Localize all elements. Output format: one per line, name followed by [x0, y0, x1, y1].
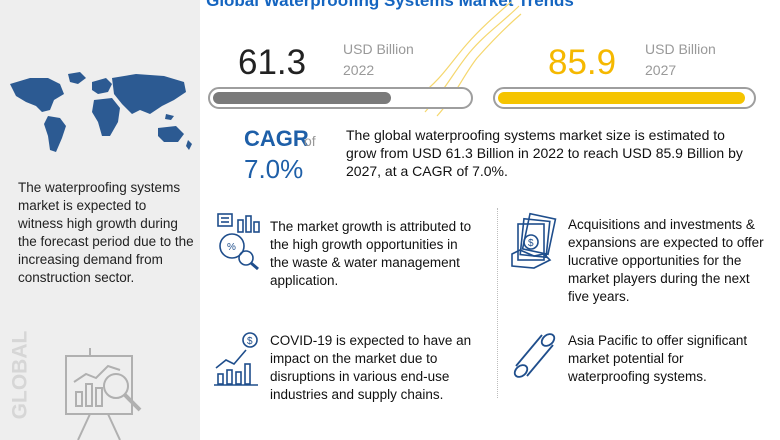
global-vertical-label: GLOBAL	[9, 331, 32, 420]
year-2022: 2022	[343, 62, 375, 78]
growth-bars-dollar-icon: $	[214, 332, 258, 386]
column-divider	[497, 208, 498, 398]
bar-track-2022	[208, 87, 473, 109]
left-panel: The waterproofing systems market is expe…	[0, 0, 200, 440]
highlight-acquisitions: Acquisitions and investments & expansion…	[568, 217, 764, 304]
cagr-label: CAGR	[244, 126, 309, 151]
market-summary: The global waterproofing systems market …	[346, 127, 743, 179]
svg-text:%: %	[227, 242, 236, 253]
highlight-waste-water: The market growth is attributed to the h…	[270, 219, 472, 288]
market-value-2022: 61.3	[238, 43, 307, 82]
cagr-of: of	[304, 133, 316, 149]
svg-text:$: $	[528, 238, 534, 249]
highlight-asia-pacific: Asia Pacific to offer significant market…	[568, 333, 748, 384]
market-value-2027: 85.9	[548, 43, 617, 82]
market-description: The waterproofing systems market is expe…	[18, 180, 194, 285]
money-hand-icon: $	[511, 212, 557, 269]
pipe-icon	[513, 333, 556, 378]
analysis-chart-icon: %	[217, 213, 260, 270]
unit-2027: USD Billion	[645, 41, 716, 57]
highlight-covid: COVID-19 is expected to have an impact o…	[270, 333, 472, 402]
bar-track-2027	[493, 87, 756, 109]
analytics-board-icon	[65, 348, 142, 440]
global-label-text: GLOBAL	[9, 331, 32, 420]
unit-2022: USD Billion	[343, 41, 414, 57]
svg-text:$: $	[247, 336, 253, 347]
bar-fill-2027	[498, 92, 745, 104]
world-map-icon	[10, 72, 192, 152]
page-title: Global Waterproofing Systems Market Tren…	[206, 0, 574, 10]
year-2027: 2027	[645, 62, 677, 78]
bar-fill-2022	[213, 92, 391, 104]
cagr-value: 7.0%	[244, 154, 304, 184]
